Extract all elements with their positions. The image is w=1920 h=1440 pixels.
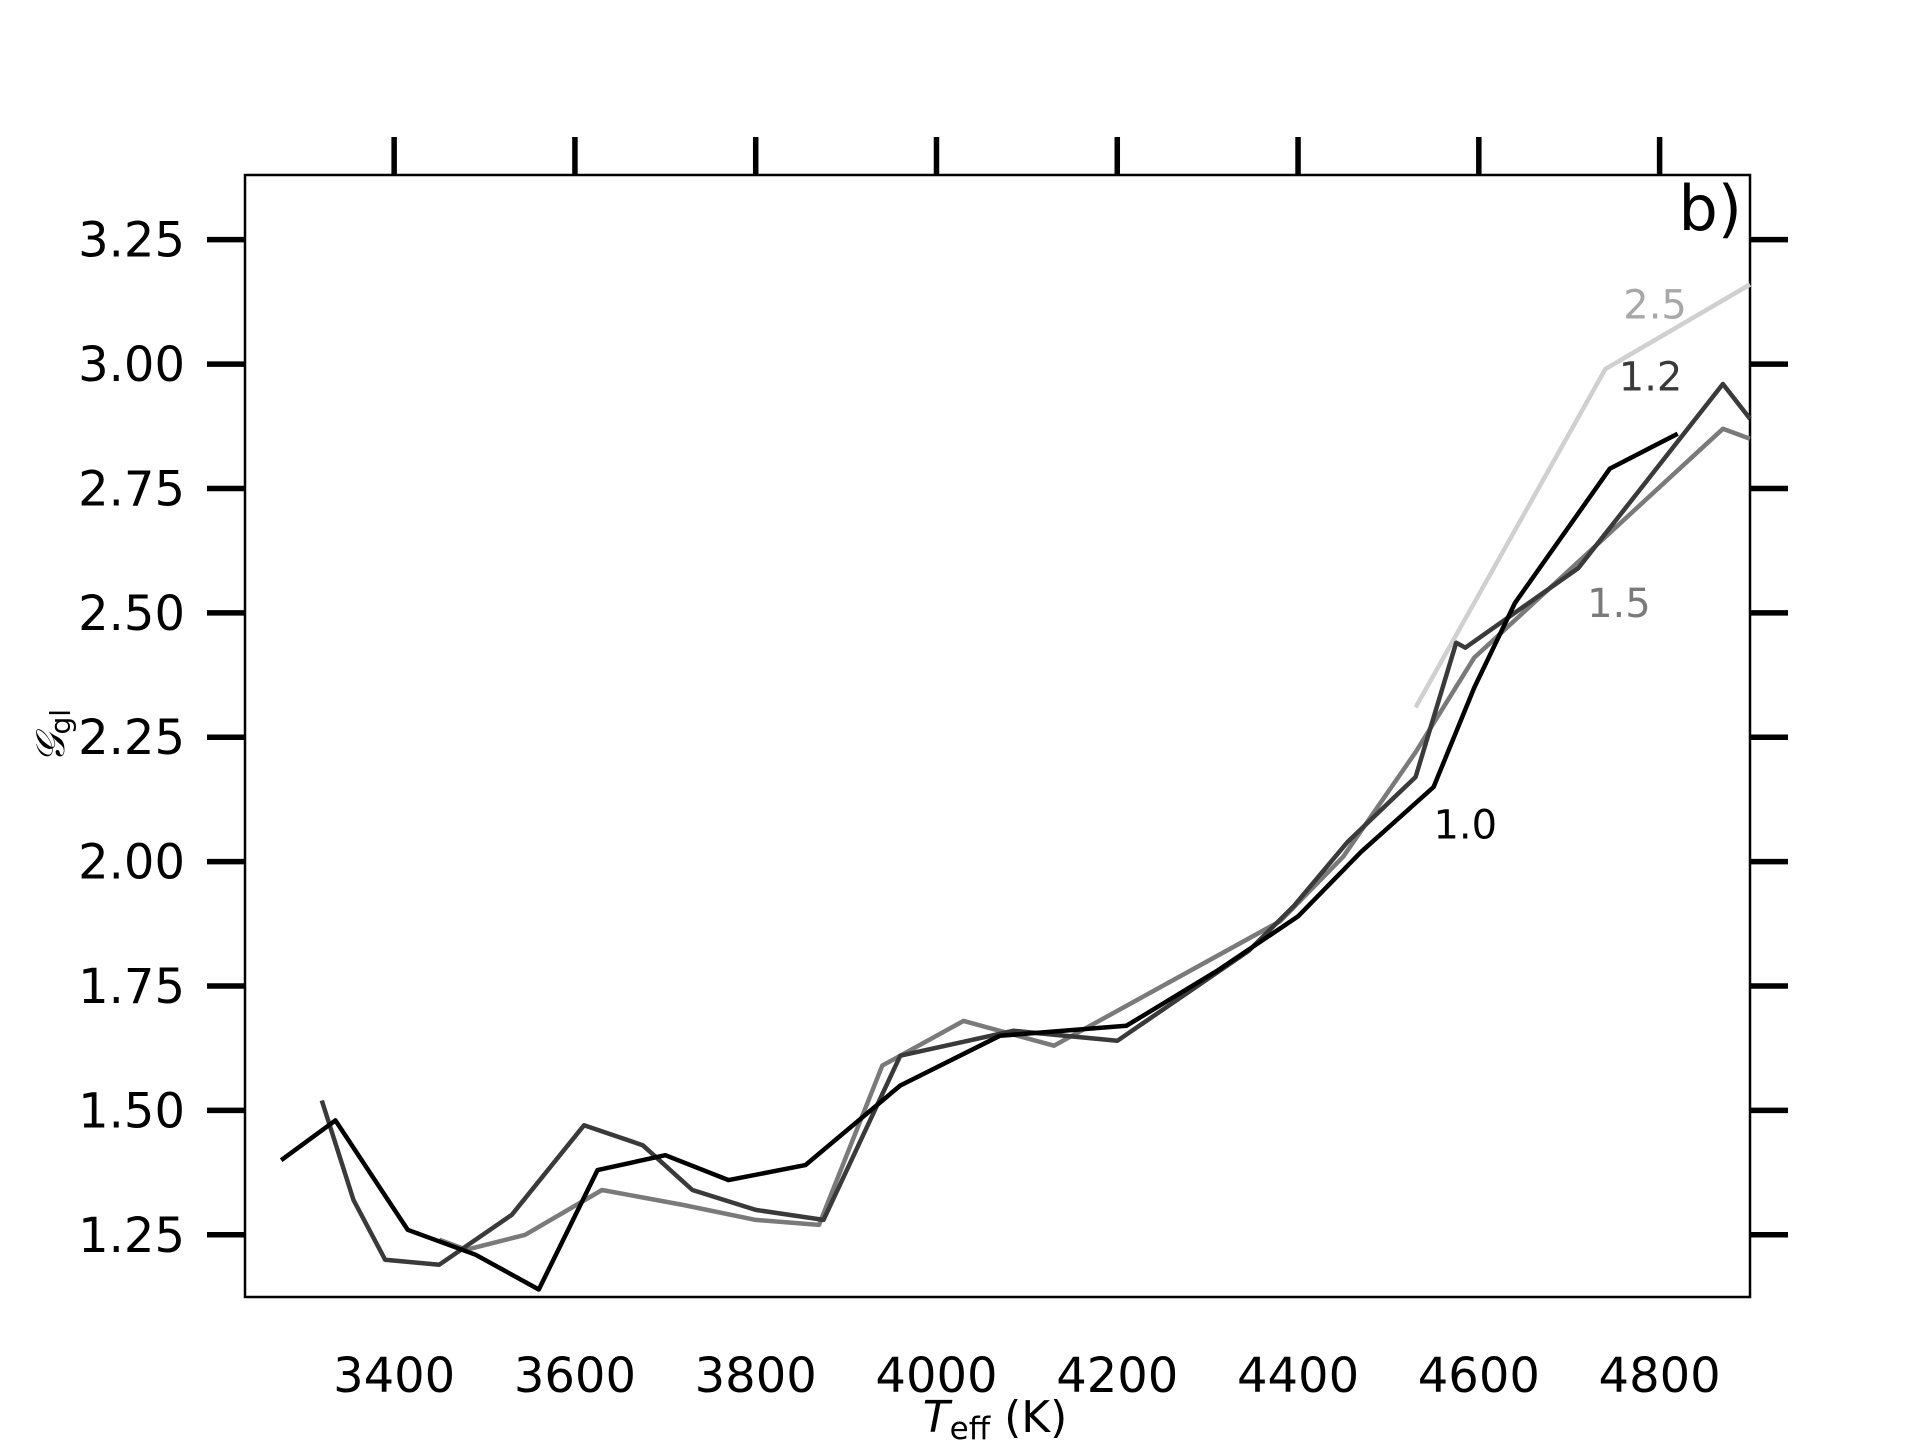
y-tick-label: 2.50 [78,586,185,642]
y-axis-label-sub: gl [44,709,77,735]
x-tick-label: 4600 [1418,1348,1540,1404]
series-line-1-2 [319,381,1752,1267]
x-axis-label-sub: eff [950,1411,991,1440]
y-tick-label: 1.75 [78,959,185,1015]
tick-labels: 3400 3600 3800 4000 4200 4400 4600 4800 1.25 1.50… [78,213,1721,1404]
x-tick-label: 4000 [875,1348,997,1404]
x-axis-label-main: T [923,1392,953,1440]
x-tick-label: 3800 [695,1348,817,1404]
y-tick-label: 2.75 [78,461,185,517]
tick-marks [207,137,1788,1238]
y-tick-label: 1.25 [78,1208,185,1264]
x-axis-label-suffix: (K) [990,1392,1067,1440]
series-label-1-2: 1.2 [1619,355,1683,401]
axes-frame [243,173,1752,1299]
y-tick-label: 3.25 [78,213,185,269]
y-tick-label: 2.00 [78,835,185,891]
series-labels: 1.0 1.2 1.5 2.5 [1433,282,1686,848]
series-label-1-5: 1.5 [1587,581,1651,627]
series-label-2-5: 2.5 [1623,282,1687,328]
series-label-1-0: 1.0 [1433,802,1497,848]
x-tick-label: 4200 [1056,1348,1178,1404]
y-tick-label: 1.50 [78,1083,185,1139]
series-line-1-0 [279,431,1679,1292]
x-tick-label: 3400 [333,1348,455,1404]
x-tick-label: 3600 [514,1348,636,1404]
x-tick-label: 4800 [1599,1348,1721,1404]
y-tick-label: 3.00 [78,337,185,393]
series-line-1-5 [438,426,1751,1252]
plot-area [243,173,1752,1299]
x-axis-label: Teff (K) [923,1392,1068,1440]
y-tick-label: 2.25 [78,710,185,766]
panel-label: b) [1678,172,1742,245]
series-lines [279,282,1752,1292]
x-tick-label: 4400 [1237,1348,1359,1404]
y-axis-label: 𝒢gl [28,709,77,763]
series-line-2-5 [1413,282,1752,709]
